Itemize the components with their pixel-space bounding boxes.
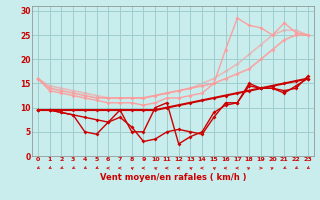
- X-axis label: Vent moyen/en rafales ( km/h ): Vent moyen/en rafales ( km/h ): [100, 174, 246, 182]
